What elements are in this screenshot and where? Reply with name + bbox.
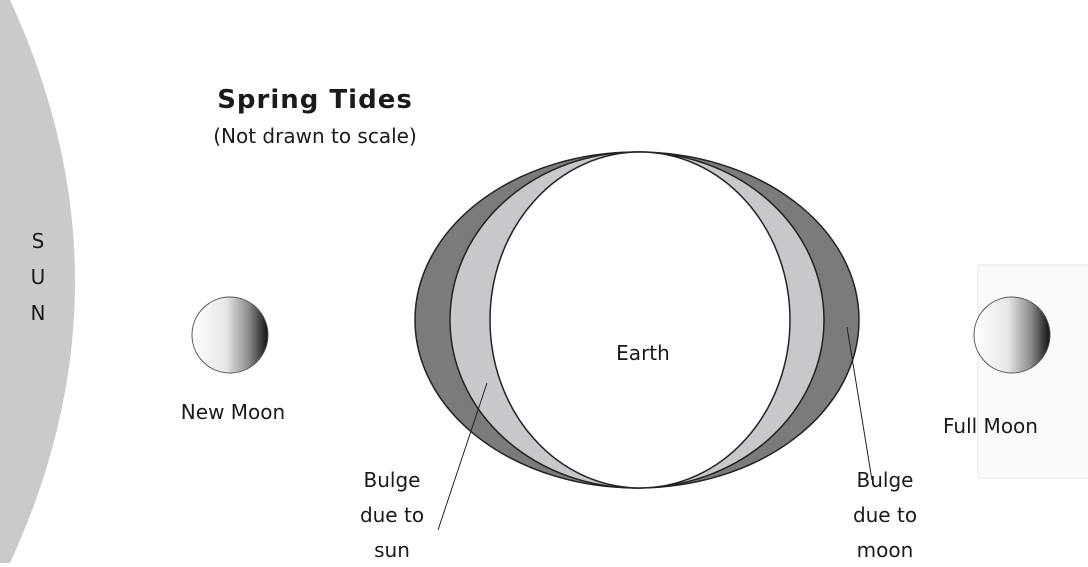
earth-label: Earth (616, 341, 670, 365)
sun-letter: U (31, 265, 46, 289)
page: Spring Tides (Not drawn to scale) S U N … (0, 0, 1088, 563)
title: Spring Tides (217, 85, 413, 115)
diagram: Spring Tides (Not drawn to scale) S U N … (0, 0, 1088, 563)
full-moon-label: Full Moon (943, 414, 1038, 438)
faint-panel (978, 265, 1088, 478)
leader-line (847, 327, 872, 480)
full-moon (974, 297, 1050, 373)
sun-letter: S (32, 229, 45, 253)
earth (490, 152, 790, 488)
subtitle: (Not drawn to scale) (213, 124, 417, 148)
bulge-sun-label: Bulge (364, 468, 421, 492)
bulge-moon-label: due to (853, 503, 917, 527)
bulge-sun-label: sun (374, 538, 410, 562)
new-moon-label: New Moon (181, 400, 285, 424)
bulge-moon-label: Bulge (857, 468, 914, 492)
bulge-sun-label: due to (360, 503, 424, 527)
bulge-moon-label: moon (857, 538, 914, 562)
sun-letter: N (31, 301, 46, 325)
new-moon (192, 297, 268, 373)
